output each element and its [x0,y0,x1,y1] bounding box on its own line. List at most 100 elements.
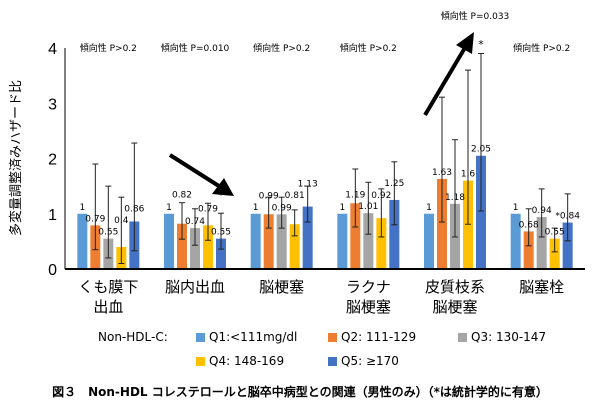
legend-swatch [196,356,205,366]
trend-annotation: 傾向性 P>0.2 [513,42,570,54]
bar [216,238,226,269]
data-label: 1.18 [445,193,465,203]
legend-item-q2: Q2: 111-129 [328,330,416,344]
bar [523,231,534,269]
data-label: 0.55 [211,228,231,238]
data-label: 1.63 [432,168,452,178]
data-label: 1 [339,203,345,213]
significance-asterisk: * [478,38,484,51]
legend-title: Non-HDL-C: [98,330,168,344]
data-label: 0.55 [98,228,118,238]
x-tick-label: 脳内出血 [165,278,225,296]
y-tick-label: 3 [48,96,57,113]
bar [77,213,88,269]
trend-annotation: 傾向性 P=0.010 [161,42,230,54]
data-label: 0.92 [371,191,391,201]
legend-label: Q5: ≥170 [341,354,399,368]
data-label: 1 [426,203,432,213]
bar [463,180,473,269]
data-label: 1.6 [461,170,476,180]
data-label: 1.25 [384,179,404,189]
y-tick-label: 4 [48,41,57,58]
data-label: 0.82 [172,191,192,201]
x-tick-label: 脳梗塞 [259,278,304,296]
legend-item-q1: Q1:<111mg/dl [196,330,297,344]
bar [203,225,213,269]
legend-label: Q1:<111mg/dl [209,330,298,344]
data-label: 0.86 [124,204,144,214]
data-label: 1.01 [358,202,378,212]
legend-label: Q3: 130-147 [471,330,547,344]
x-tick-label: 出血 [93,298,123,316]
x-tick-label: 皮質枝系 [425,278,485,296]
data-label: 1 [166,203,172,213]
arrow-head [456,32,474,54]
trend-annotation: 傾向性 P=0.033 [441,10,510,22]
trend-arrow-up [423,44,468,117]
data-label: 1 [253,203,259,213]
data-label: 0.99 [272,203,292,213]
bar [337,213,348,269]
bar [376,218,387,269]
y-tick-label: 0 [48,262,57,279]
data-label: 1 [79,203,85,213]
bar [363,213,374,269]
data-label: 0.74 [185,217,205,227]
bar [437,178,447,269]
arrow-head [212,178,234,196]
bar [164,213,174,269]
data-label: *0.84 [555,212,580,222]
y-axis-label: 多変量調整済みハザード比 [8,80,24,236]
x-tick-label: 脳塞栓 [519,278,564,296]
data-label: 1.13 [298,180,318,190]
trend-arrow-down [168,153,224,190]
significance-asterisk: * [218,189,224,202]
trend-annotation: 傾向性 P>0.2 [80,42,137,54]
bar [276,214,287,269]
bar [250,213,261,269]
legend-swatch [328,356,337,366]
legend-item-q4: Q4: 148-169 [196,354,284,368]
data-label: 1 [513,203,519,213]
legend-label: Q4: 148-169 [209,354,285,368]
data-label: 0.94 [532,206,552,216]
trend-annotation: 傾向性 P>0.2 [340,42,397,54]
data-label: 0.55 [545,228,565,238]
data-label: 1.19 [345,190,365,200]
bar [389,199,400,269]
bar [536,217,547,269]
legend-swatch [458,332,467,342]
bar [562,222,573,269]
bar [263,214,274,269]
x-tick-label: くも膜下 [78,278,138,296]
legend-swatch [328,332,337,342]
bar [289,224,300,269]
trend-annotation: 傾向性 P>0.2 [253,42,310,54]
x-tick-label: 脳梗塞 [432,298,477,316]
bar [549,238,560,269]
data-label: 0.4 [114,216,129,226]
bar [350,203,361,269]
x-tick-label: ラクナ [346,278,391,296]
data-label: 0.81 [285,191,305,201]
data-label: 0.79 [198,204,218,214]
bar [424,213,434,269]
data-label: 0.99 [259,191,279,201]
data-label: 2.05 [471,145,491,155]
bar [302,206,313,269]
x-tick-label: 脳梗塞 [346,298,391,316]
bar [476,155,486,269]
y-tick-label: 1 [48,207,57,224]
data-label: 0.79 [85,214,105,224]
bar [177,223,187,269]
legend-item-q3: Q3: 130-147 [458,330,546,344]
legend-label: Q2: 111-129 [341,330,417,344]
bar [190,228,200,269]
bar [510,213,521,269]
data-label: 0.68 [519,220,539,230]
figure-caption: 図３ Non-HDL コレステロールと脳卒中病型との関連（男性のみ）（*は統計学… [52,385,548,399]
legend-swatch [196,332,205,342]
y-tick-label: 2 [48,152,57,169]
